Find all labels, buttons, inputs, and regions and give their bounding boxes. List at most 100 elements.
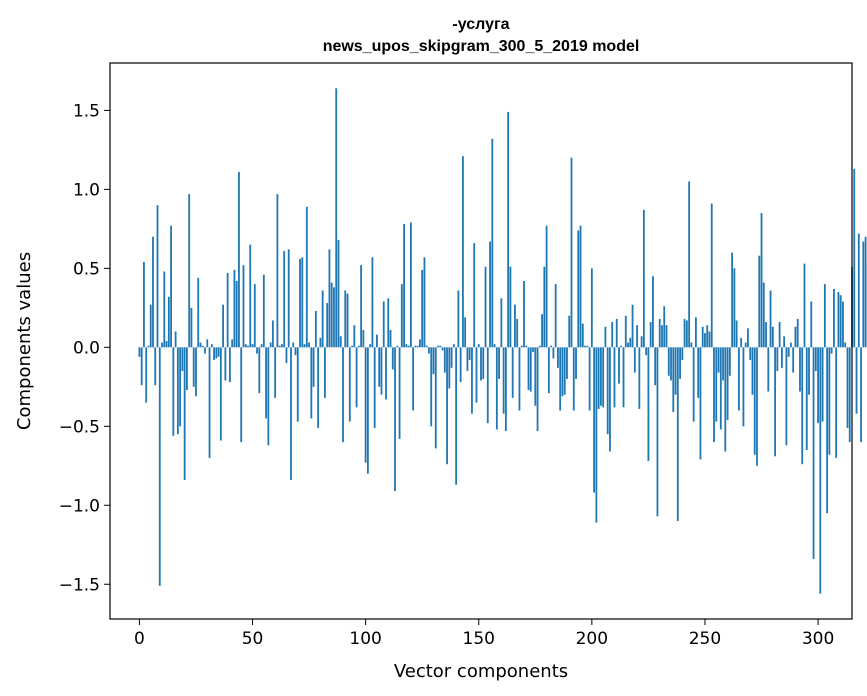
- bar: [452, 344, 455, 348]
- bar: [817, 347, 819, 424]
- bar: [823, 284, 826, 348]
- bar: [167, 296, 170, 348]
- bar: [240, 347, 243, 443]
- bar: [330, 282, 333, 348]
- y-tick-label: 0.5: [73, 259, 100, 279]
- bar: [835, 347, 838, 458]
- bar: [787, 347, 790, 357]
- bar: [405, 344, 408, 348]
- bar: [328, 249, 331, 348]
- bar: [710, 203, 713, 348]
- bar: [500, 298, 503, 348]
- bar: [692, 347, 695, 422]
- bar: [271, 320, 274, 348]
- bar: [475, 347, 478, 403]
- bar: [274, 347, 277, 398]
- bar: [353, 325, 356, 348]
- bar: [378, 347, 381, 387]
- bar: [588, 347, 591, 411]
- bar: [839, 295, 842, 348]
- bar: [269, 342, 272, 348]
- bar: [394, 347, 396, 492]
- bar: [459, 347, 462, 383]
- bar: [389, 329, 392, 348]
- bar: [538, 345, 541, 348]
- bar: [439, 345, 442, 348]
- chart-title-line2: news_upos_skipgram_300_5_2019 model: [323, 38, 640, 55]
- bar: [762, 282, 765, 348]
- bar: [267, 347, 270, 446]
- bar: [172, 347, 175, 436]
- bar: [161, 342, 163, 348]
- bar: [165, 341, 168, 348]
- bar: [342, 347, 344, 443]
- bar: [801, 347, 804, 465]
- bar: [215, 347, 218, 359]
- bar: [484, 266, 487, 348]
- bar: [423, 257, 426, 348]
- bar: [523, 280, 525, 348]
- bar: [473, 243, 476, 348]
- bar: [561, 347, 564, 397]
- bar: [430, 347, 433, 427]
- bar: [615, 318, 618, 348]
- bar: [665, 325, 668, 348]
- bar: [195, 347, 197, 397]
- bar: [590, 268, 593, 348]
- bar-series: [138, 88, 867, 594]
- bar: [577, 230, 580, 348]
- x-tick-label: 300: [802, 629, 834, 649]
- bar: [276, 194, 279, 348]
- y-tick-label: −1.5: [59, 575, 100, 595]
- bar: [253, 284, 256, 348]
- bar: [238, 171, 240, 348]
- bar: [833, 288, 835, 348]
- bar: [380, 347, 383, 395]
- x-axis: 0 50 100 150 200 250 300: [134, 619, 834, 649]
- bar: [321, 290, 324, 348]
- bar: [310, 347, 313, 419]
- bar: [287, 249, 290, 348]
- bar: [233, 269, 236, 348]
- bar: [210, 344, 213, 348]
- bar: [208, 347, 211, 458]
- bar: [428, 347, 430, 354]
- bar: [335, 88, 338, 348]
- bar: [541, 314, 543, 348]
- bar: [830, 347, 833, 354]
- bar: [495, 347, 498, 430]
- bar: [597, 347, 600, 409]
- bar: [855, 347, 858, 414]
- bar: [658, 318, 661, 348]
- bar: [455, 347, 458, 485]
- bar: [853, 168, 856, 348]
- x-tick-label: 50: [242, 629, 264, 649]
- bar: [149, 304, 152, 348]
- bar: [308, 342, 310, 348]
- bar: [547, 347, 550, 394]
- bar: [733, 268, 736, 348]
- bar: [466, 347, 469, 372]
- bar: [747, 328, 749, 348]
- bar: [520, 345, 523, 348]
- bar: [319, 337, 322, 348]
- bar: [507, 111, 510, 348]
- bar: [491, 138, 494, 348]
- bar: [618, 347, 620, 384]
- bar: [226, 273, 229, 348]
- bar: [292, 342, 295, 348]
- bar: [737, 347, 740, 411]
- bar: [206, 339, 209, 348]
- bar: [794, 326, 797, 348]
- bar: [373, 347, 376, 428]
- bar: [706, 325, 709, 348]
- bar: [348, 347, 351, 422]
- bar: [224, 347, 227, 381]
- bar: [152, 236, 154, 348]
- bar: [860, 347, 862, 443]
- x-tick-label: 100: [349, 629, 381, 649]
- bar: [138, 347, 141, 357]
- bar: [679, 347, 681, 379]
- bar: [842, 301, 844, 348]
- bar: [724, 347, 727, 452]
